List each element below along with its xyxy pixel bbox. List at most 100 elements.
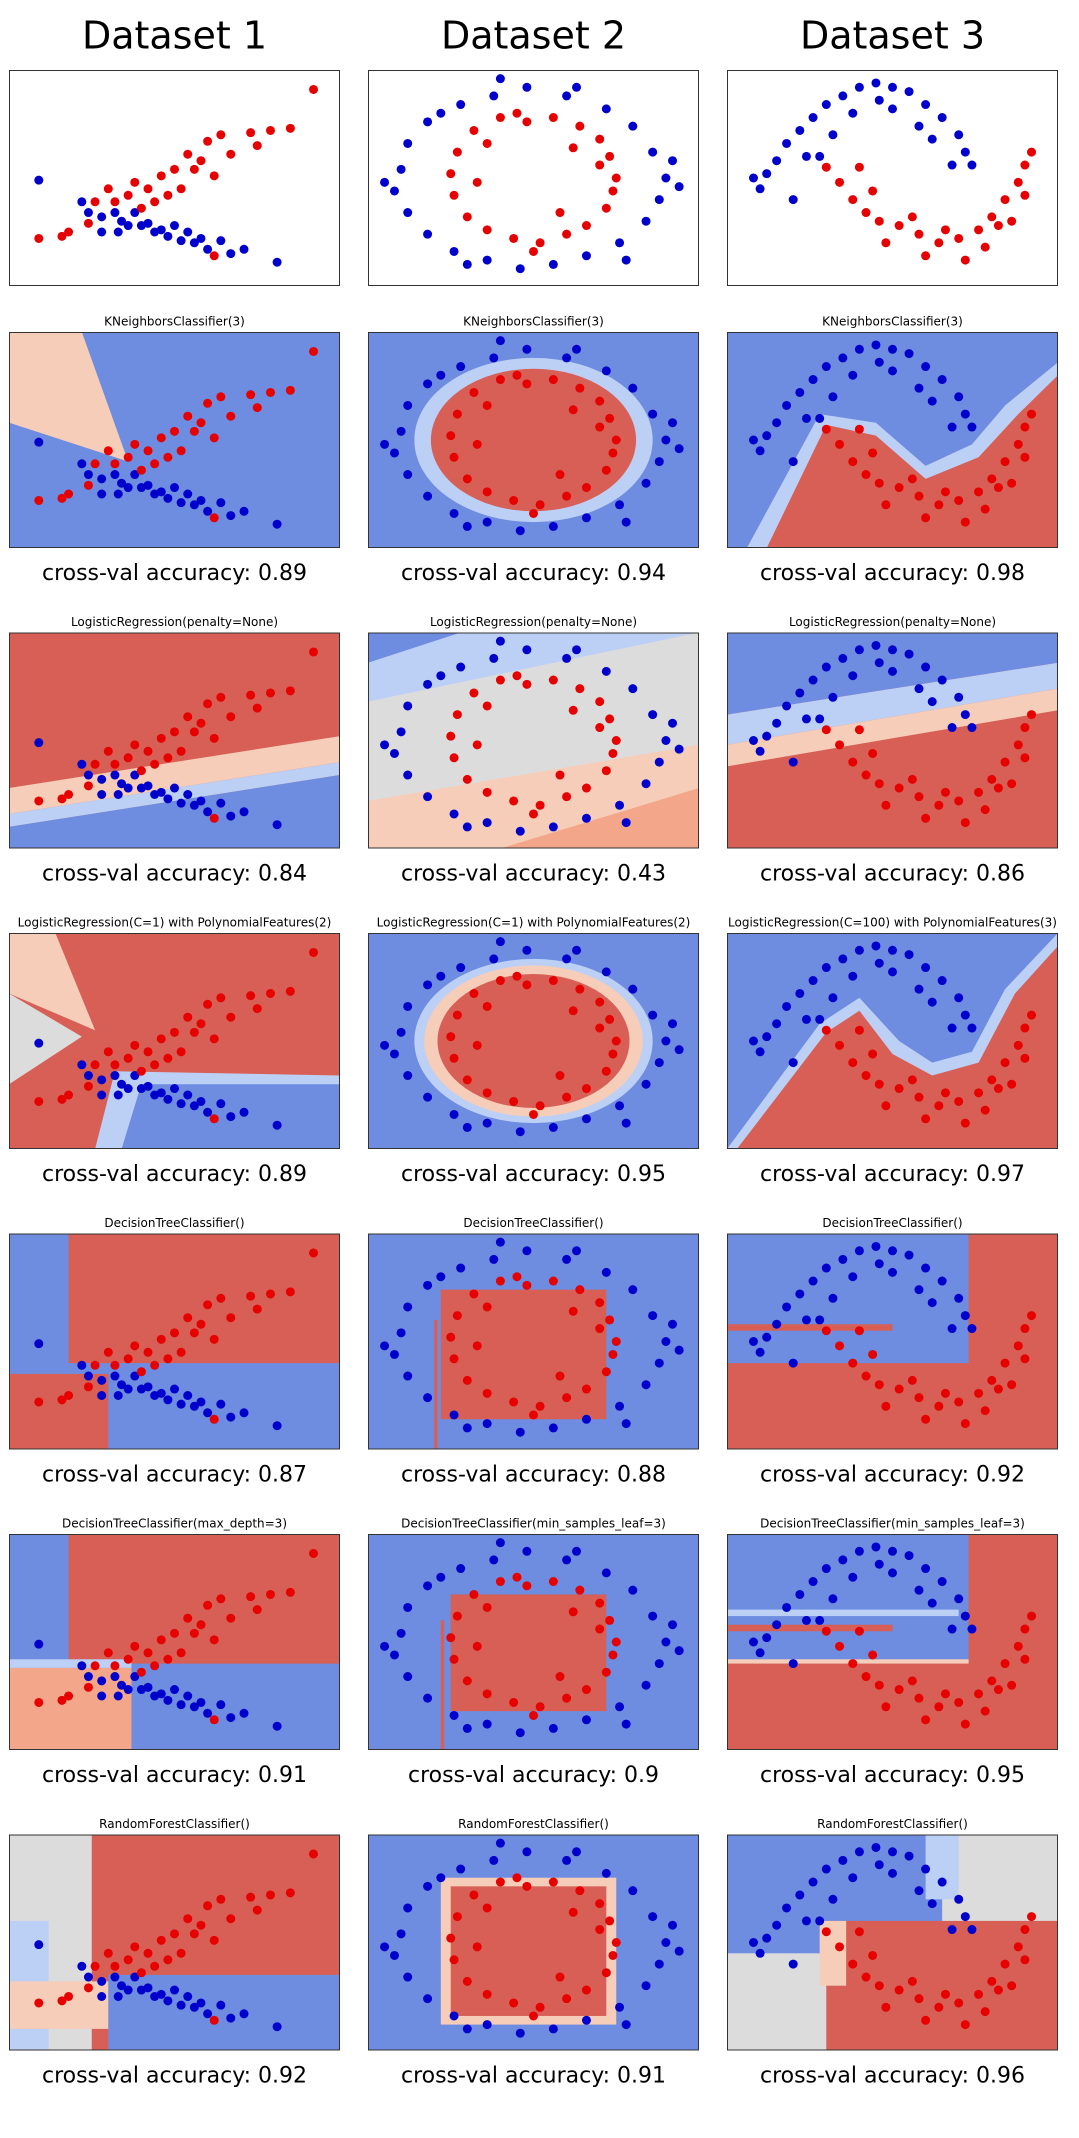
data-point: [661, 1938, 671, 1947]
data-point: [668, 1620, 678, 1630]
data-point: [874, 779, 884, 789]
data-point: [874, 357, 884, 367]
accuracy-caption: cross-val accuracy: 0.95: [401, 1162, 666, 1187]
data-point: [1027, 1912, 1037, 1922]
data-point: [555, 208, 565, 218]
data-point: [894, 1384, 904, 1394]
data-point: [512, 671, 522, 681]
data-point: [838, 954, 848, 964]
data-point: [641, 1981, 651, 1991]
data-point: [1007, 1680, 1017, 1690]
data-point: [389, 1950, 399, 1960]
data-point: [755, 184, 765, 194]
data-point: [848, 1659, 858, 1669]
data-point: [380, 1040, 390, 1050]
data-point: [881, 1101, 891, 1111]
data-point: [529, 1109, 538, 1119]
data-point: [967, 1925, 977, 1935]
data-point: [265, 125, 275, 135]
data-point: [894, 483, 904, 493]
data-point: [788, 457, 798, 467]
data-point: [888, 104, 897, 114]
data-point: [874, 1860, 884, 1870]
data-point: [1007, 216, 1017, 226]
data-point: [974, 1388, 984, 1398]
data-point: [782, 1602, 792, 1612]
data-point: [954, 392, 964, 402]
data-point: [947, 1023, 957, 1033]
data-point: [572, 1847, 582, 1857]
data-point: [861, 1371, 871, 1381]
data-point: [156, 787, 166, 797]
data-point: [156, 733, 166, 743]
data-point: [64, 1391, 74, 1400]
data-point: [529, 246, 538, 256]
data-point: [509, 1096, 519, 1106]
data-point: [615, 500, 625, 510]
data-point: [654, 1358, 664, 1368]
data-point: [568, 705, 578, 715]
data-point: [462, 2024, 472, 2034]
data-point: [782, 1903, 792, 1913]
data-point: [309, 1548, 319, 1558]
data-point: [581, 251, 591, 261]
data-point: [209, 251, 219, 261]
data-point: [489, 954, 499, 964]
data-point: [509, 1697, 519, 1707]
data-point: [403, 138, 413, 148]
panel-border: [727, 70, 1058, 286]
data-point: [34, 1038, 44, 1048]
data-point: [788, 1959, 798, 1969]
data-point: [436, 370, 446, 380]
data-point: [522, 1881, 532, 1891]
data-point: [423, 1581, 433, 1591]
accuracy-caption: cross-val accuracy: 0.89: [42, 561, 307, 586]
data-point: [136, 1968, 146, 1978]
data-point: [216, 1099, 226, 1109]
data-point: [456, 1263, 466, 1273]
data-point: [509, 1998, 519, 2008]
data-point: [888, 82, 897, 92]
data-point: [246, 991, 256, 1001]
data-point: [828, 1594, 838, 1604]
data-point: [921, 813, 931, 823]
data-point: [605, 151, 615, 161]
data-point: [170, 1985, 179, 1995]
data-point: [795, 1890, 805, 1900]
decision-region: [727, 1609, 959, 1617]
data-point: [907, 1075, 917, 1085]
data-point: [548, 1423, 558, 1433]
data-point: [522, 344, 532, 354]
data-point: [512, 971, 522, 981]
panel-border: [727, 933, 1058, 1149]
data-point: [654, 757, 664, 767]
data-point: [947, 1624, 957, 1634]
data-point: [143, 1983, 153, 1993]
data-point: [446, 1633, 456, 1643]
data-point: [57, 493, 67, 503]
data-point: [921, 1414, 931, 1424]
data-point: [608, 1049, 618, 1059]
data-point: [389, 448, 399, 458]
data-point: [462, 1676, 472, 1686]
data-point: [189, 1027, 199, 1037]
data-point: [403, 701, 413, 711]
data-point: [888, 344, 897, 354]
data-point: [396, 727, 406, 737]
data-point: [423, 229, 433, 239]
data-point: [562, 91, 572, 101]
data-point: [874, 1680, 884, 1690]
data-point: [874, 1981, 884, 1991]
data-point: [575, 984, 585, 994]
data-point: [838, 1555, 848, 1565]
data-point: [522, 679, 532, 689]
data-point: [509, 796, 519, 806]
data-point: [163, 190, 173, 200]
data-point: [914, 1693, 924, 1703]
data-point: [462, 1423, 472, 1433]
data-point: [980, 1706, 990, 1716]
data-point: [482, 2020, 492, 2030]
data-point: [575, 684, 585, 694]
data-point: [795, 125, 805, 135]
data-point: [489, 1855, 499, 1865]
